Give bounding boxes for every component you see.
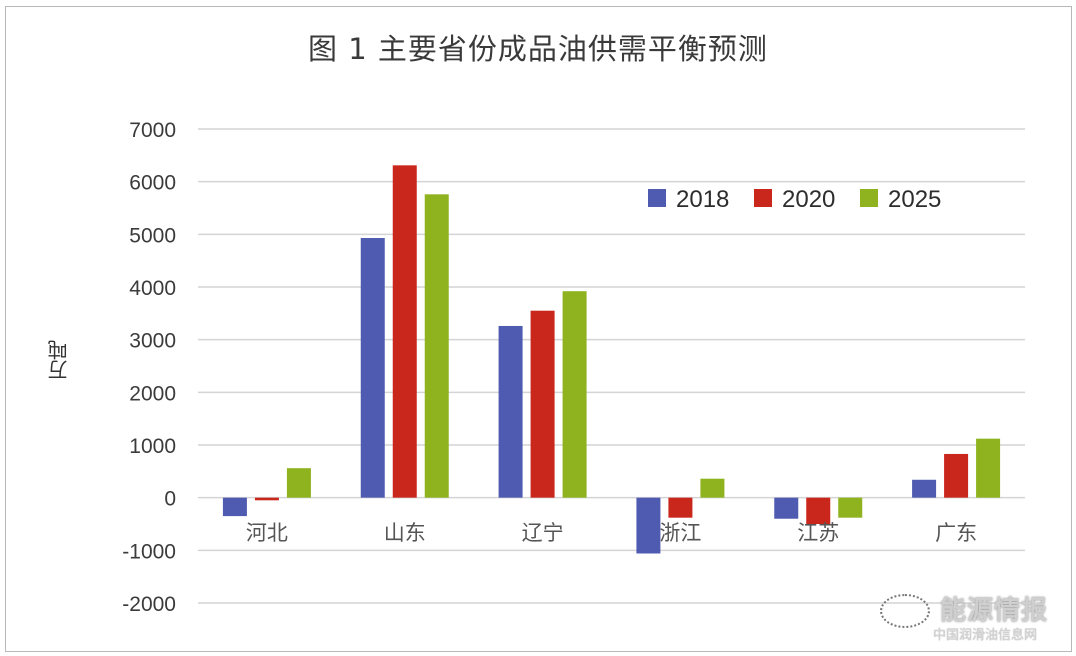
- y-tick-label: 6000: [129, 172, 176, 195]
- legend-swatch-2020: [754, 189, 772, 207]
- bar-2025: [424, 194, 449, 498]
- y-tick-label: 4000: [129, 277, 176, 300]
- x-category-label: 河北: [246, 521, 288, 545]
- y-tick-label: 7000: [129, 119, 176, 142]
- bar-2020: [944, 453, 969, 498]
- y-tick-label: 1000: [129, 435, 176, 458]
- x-category-label: 江苏: [797, 521, 839, 545]
- bar-2025: [562, 291, 587, 498]
- legend-label-2025: 2025: [888, 186, 941, 213]
- watermark-logo-icon: [880, 594, 930, 628]
- x-category-label: 辽宁: [522, 521, 564, 545]
- watermark-sub-text: 中国润滑油信息网: [933, 628, 1038, 643]
- bar-2020: [668, 497, 693, 518]
- x-category-label: 山东: [384, 521, 426, 545]
- bar-2020: [530, 310, 555, 498]
- x-category-label: 浙江: [659, 521, 701, 545]
- bar-2025: [286, 468, 311, 498]
- bar-2025: [976, 438, 1001, 498]
- bar-2018: [774, 497, 799, 519]
- chart-title: 图 1 主要省份成品油供需平衡预测: [308, 32, 768, 66]
- y-tick-label: -2000: [122, 593, 176, 616]
- bar-2018: [912, 479, 937, 498]
- bar-2025: [700, 478, 725, 498]
- bar-2018: [222, 497, 247, 517]
- bar-2018: [360, 238, 385, 498]
- y-tick-label: 2000: [129, 382, 176, 405]
- bar-2020: [392, 165, 417, 498]
- y-tick-label: -1000: [122, 540, 176, 563]
- y-tick-label: 0: [164, 488, 176, 511]
- legend-swatch-2025: [860, 189, 878, 207]
- bar-2025: [838, 497, 863, 518]
- legend-label-2020: 2020: [782, 186, 835, 213]
- legend-swatch-2018: [648, 189, 666, 207]
- bar-2020: [806, 497, 831, 524]
- watermark-main-text: 能源情报: [940, 596, 1049, 626]
- bar-2018: [636, 497, 661, 554]
- legend-label-2018: 2018: [676, 186, 729, 213]
- x-category-label: 广东: [935, 521, 977, 545]
- watermark: 能源情报 中国润滑油信息网: [878, 588, 1068, 648]
- bar-2018: [498, 325, 523, 498]
- y-tick-label: 3000: [129, 330, 176, 353]
- bar-2020: [254, 497, 279, 501]
- y-tick-label: 5000: [129, 224, 176, 247]
